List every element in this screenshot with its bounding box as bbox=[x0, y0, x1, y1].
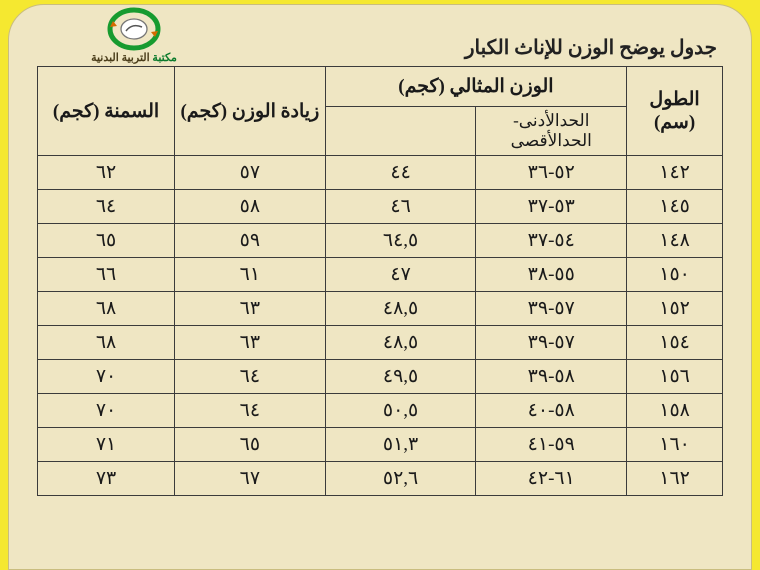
table-header-row: الطول (سم) الوزن المثالي (كجم) زيادة الو… bbox=[38, 67, 723, 107]
cell-ideal: ٦٤,٥ bbox=[325, 224, 476, 258]
cell-obese: ٦٨ bbox=[38, 326, 175, 360]
th-ideal-weight: الوزن المثالي (كجم) bbox=[325, 67, 626, 107]
table-row: ١٥٤٥٧-٣٩٤٨,٥٦٣٦٨ bbox=[38, 326, 723, 360]
cell-range: ٥٨-٤٠ bbox=[476, 394, 627, 428]
weight-table: الطول (سم) الوزن المثالي (كجم) زيادة الو… bbox=[37, 66, 723, 496]
th-obesity: السمنة (كجم) bbox=[38, 67, 175, 156]
table-row: ١٦٠٥٩-٤١٥١,٣٦٥٧١ bbox=[38, 428, 723, 462]
cell-range: ٦١-٤٢ bbox=[476, 462, 627, 496]
table-row: ١٦٢٦١-٤٢٥٢,٦٦٧٧٣ bbox=[38, 462, 723, 496]
cell-obese: ٧٠ bbox=[38, 360, 175, 394]
recycle-icon bbox=[106, 7, 162, 51]
cell-over: ٦٤ bbox=[175, 394, 326, 428]
th-height: الطول (سم) bbox=[627, 67, 723, 156]
table-row: ١٥٨٥٨-٤٠٥٠,٥٦٤٧٠ bbox=[38, 394, 723, 428]
cell-height: ١٥٢ bbox=[627, 292, 723, 326]
cell-over: ٥٨ bbox=[175, 190, 326, 224]
cell-over: ٦٣ bbox=[175, 292, 326, 326]
cell-ideal: ٥٢,٦ bbox=[325, 462, 476, 496]
cell-range: ٥٧-٣٩ bbox=[476, 326, 627, 360]
cell-ideal: ٤٤ bbox=[325, 156, 476, 190]
table-row: ١٤٥٥٣-٣٧٤٦٥٨٦٤ bbox=[38, 190, 723, 224]
cell-obese: ٦٥ bbox=[38, 224, 175, 258]
cell-height: ١٦٢ bbox=[627, 462, 723, 496]
table-row: ١٥٢٥٧-٣٩٤٨,٥٦٣٦٨ bbox=[38, 292, 723, 326]
cell-ideal: ٤٧ bbox=[325, 258, 476, 292]
cell-obese: ٧٠ bbox=[38, 394, 175, 428]
cell-range: ٥٩-٤١ bbox=[476, 428, 627, 462]
cell-ideal: ٤٨,٥ bbox=[325, 326, 476, 360]
logo: مكتبة التربية البدنية bbox=[79, 7, 189, 64]
cell-range: ٥٤-٣٧ bbox=[476, 224, 627, 258]
th-blank bbox=[325, 107, 476, 156]
cell-over: ٦٧ bbox=[175, 462, 326, 496]
cell-height: ١٤٨ bbox=[627, 224, 723, 258]
cell-over: ٦٤ bbox=[175, 360, 326, 394]
cell-obese: ٦٢ bbox=[38, 156, 175, 190]
table-row: ١٥٦٥٨-٣٩٤٩,٥٦٤٧٠ bbox=[38, 360, 723, 394]
cell-range: ٥٧-٣٩ bbox=[476, 292, 627, 326]
cell-height: ١٤٢ bbox=[627, 156, 723, 190]
page-card: مكتبة التربية البدنية جدول يوضح الوزن لل… bbox=[8, 4, 752, 570]
cell-obese: ٦٨ bbox=[38, 292, 175, 326]
table-row: ١٥٠٥٥-٣٨٤٧٦١٦٦ bbox=[38, 258, 723, 292]
cell-ideal: ٥٠,٥ bbox=[325, 394, 476, 428]
cell-height: ١٤٥ bbox=[627, 190, 723, 224]
cell-ideal: ٤٨,٥ bbox=[325, 292, 476, 326]
cell-range: ٥٨-٣٩ bbox=[476, 360, 627, 394]
logo-text: مكتبة التربية البدنية bbox=[79, 51, 189, 64]
cell-height: ١٦٠ bbox=[627, 428, 723, 462]
cell-obese: ٧٣ bbox=[38, 462, 175, 496]
cell-over: ٦١ bbox=[175, 258, 326, 292]
table-body: ١٤٢٥٢-٣٦٤٤٥٧٦٢١٤٥٥٣-٣٧٤٦٥٨٦٤١٤٨٥٤-٣٧٦٤,٥… bbox=[38, 156, 723, 496]
logo-text-brown: التربية البدنية bbox=[91, 52, 152, 64]
table-row: ١٤٢٥٢-٣٦٤٤٥٧٦٢ bbox=[38, 156, 723, 190]
cell-over: ٦٥ bbox=[175, 428, 326, 462]
table-row: ١٤٨٥٤-٣٧٦٤,٥٥٩٦٥ bbox=[38, 224, 723, 258]
cell-height: ١٥٦ bbox=[627, 360, 723, 394]
cell-obese: ٧١ bbox=[38, 428, 175, 462]
cell-height: ١٥٤ bbox=[627, 326, 723, 360]
cell-ideal: ٥١,٣ bbox=[325, 428, 476, 462]
th-min-max: الحدالأدنى-الحدالأقصى bbox=[476, 107, 627, 156]
th-overweight: زيادة الوزن (كجم) bbox=[175, 67, 326, 156]
cell-over: ٥٧ bbox=[175, 156, 326, 190]
cell-range: ٥٣-٣٧ bbox=[476, 190, 627, 224]
cell-obese: ٦٦ bbox=[38, 258, 175, 292]
cell-height: ١٥٠ bbox=[627, 258, 723, 292]
cell-over: ٦٣ bbox=[175, 326, 326, 360]
logo-text-green: مكتبة bbox=[152, 52, 177, 64]
cell-range: ٥٢-٣٦ bbox=[476, 156, 627, 190]
cell-height: ١٥٨ bbox=[627, 394, 723, 428]
cell-obese: ٦٤ bbox=[38, 190, 175, 224]
cell-ideal: ٤٦ bbox=[325, 190, 476, 224]
cell-ideal: ٤٩,٥ bbox=[325, 360, 476, 394]
cell-over: ٥٩ bbox=[175, 224, 326, 258]
cell-range: ٥٥-٣٨ bbox=[476, 258, 627, 292]
